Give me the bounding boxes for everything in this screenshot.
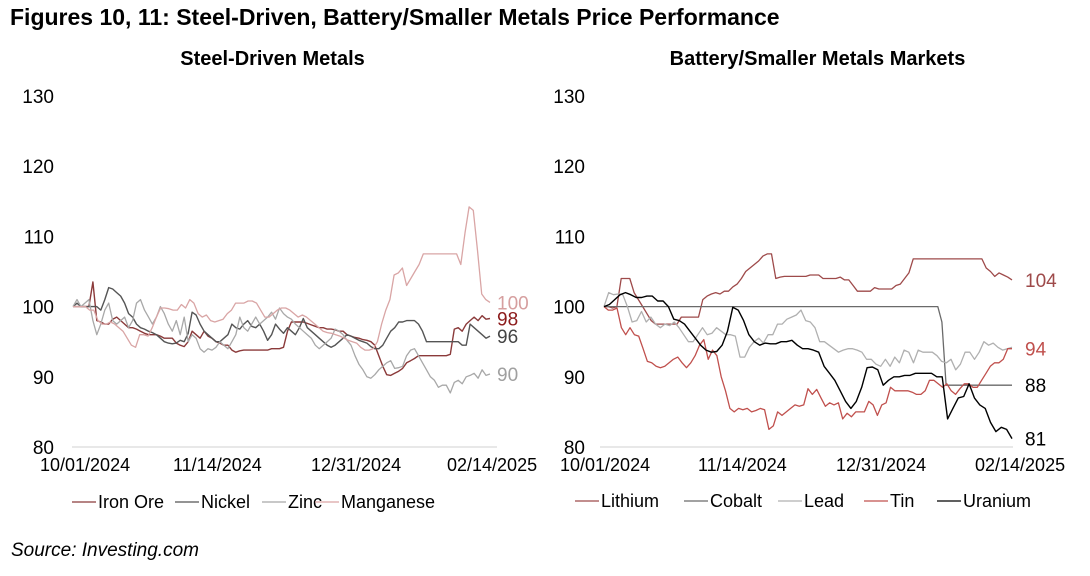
battery-metals-chart: 80 90 100 110 120 130 10/01/2024 11/14/2024 12/3… — [553, 87, 1065, 511]
legend-label: Nickel — [201, 492, 250, 512]
x-tick-label: 02/14/2025 — [975, 455, 1065, 475]
y-tick-label: 90 — [564, 368, 585, 389]
series-line-cobalt — [604, 305, 1012, 386]
y-tick-label: 130 — [22, 87, 54, 108]
series-line-manganese — [73, 206, 491, 351]
x-tick-label: 10/01/2024 — [560, 455, 650, 475]
y-tick-label: 130 — [553, 87, 585, 108]
series-line-zinc — [72, 298, 491, 394]
x-tick-label: 10/01/2024 — [40, 455, 130, 475]
y-tick-label: 110 — [24, 227, 54, 248]
y-tick-label: 120 — [553, 157, 585, 178]
end-label-uranium: 81 — [1025, 430, 1046, 451]
y-tick-label: 120 — [22, 157, 54, 178]
end-label-lithium: 104 — [1025, 271, 1057, 292]
legend-label: Tin — [890, 491, 914, 511]
y-tick-label: 100 — [22, 298, 54, 319]
end-label-nickel: 96 — [497, 327, 518, 348]
legend-label: Lithium — [601, 491, 659, 511]
series-line-iron-ore — [73, 281, 491, 377]
series-line-lead — [603, 291, 1013, 371]
end-label-iron-ore: 98 — [497, 310, 518, 331]
y-tick-label: 90 — [33, 368, 54, 389]
end-label-tin: 94 — [1025, 340, 1047, 361]
series-line-nickel — [72, 286, 491, 350]
chart-title-steel: Steel-Driven Metals — [180, 48, 365, 70]
source-note: Source: Investing.com — [11, 540, 199, 561]
y-tick-label: 80 — [564, 438, 585, 459]
legend-label: Cobalt — [710, 491, 762, 511]
legend-label: Manganese — [341, 492, 435, 512]
series-line-lithium — [604, 253, 1013, 325]
end-label-manganese: 100 — [497, 293, 529, 314]
y-tick-label: 80 — [33, 438, 54, 459]
x-tick-label: 02/14/2025 — [447, 455, 537, 475]
series-line-tin — [603, 306, 1012, 431]
steel-metals-chart: 80 90 100 110 120 130 10/01/2024 11/14/2024 12/3… — [22, 87, 537, 512]
end-label-zinc: 90 — [497, 365, 518, 386]
x-tick-label: 12/31/2024 — [311, 455, 401, 475]
y-tick-label: 110 — [555, 227, 585, 248]
legend-label: Zinc — [288, 492, 322, 512]
legend-label: Iron Ore — [98, 492, 164, 512]
figure-title: Figures 10, 11: Steel-Driven, Battery/Sm… — [10, 4, 780, 30]
end-label-cobalt: 88 — [1025, 376, 1046, 397]
series-line-uranium — [603, 291, 1013, 439]
x-tick-label: 11/14/2024 — [698, 455, 787, 475]
x-tick-label: 11/14/2024 — [173, 455, 262, 475]
legend-label: Lead — [804, 491, 844, 511]
x-tick-label: 12/31/2024 — [836, 455, 926, 475]
legend-label: Uranium — [963, 491, 1031, 511]
chart-title-battery: Battery/Smaller Metals Markets — [669, 48, 966, 70]
y-tick-label: 100 — [553, 298, 585, 319]
